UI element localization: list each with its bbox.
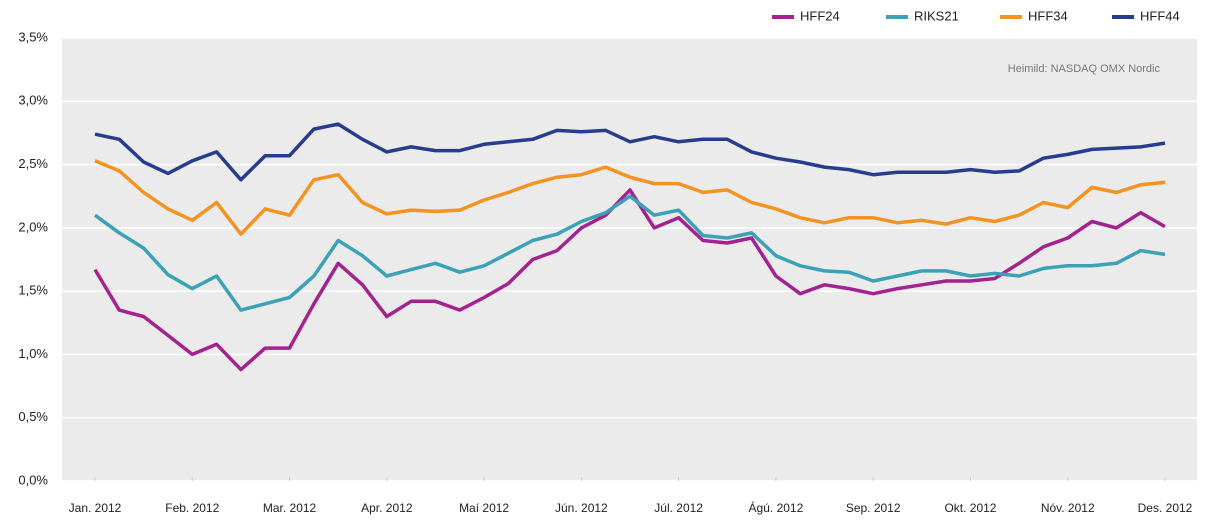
x-tick-label: Okt. 2012	[944, 501, 996, 515]
y-tick-label: 3,0%	[18, 93, 48, 108]
x-tick-label: Feb. 2012	[165, 501, 219, 515]
x-tick-label: Des. 2012	[1138, 501, 1193, 515]
x-tick-label: Nóv. 2012	[1041, 501, 1095, 515]
plot-area	[62, 38, 1197, 481]
line-series	[94, 159, 1166, 236]
legend-label: HFF44	[1140, 8, 1180, 23]
x-tick-label: Apr. 2012	[361, 501, 413, 515]
y-tick-label: 3,5%	[18, 29, 48, 44]
x-tick-label: Sep. 2012	[846, 501, 901, 515]
legend-label: RIKS21	[914, 8, 959, 23]
line-series	[93, 194, 1166, 312]
x-tick-label: Mar. 2012	[263, 501, 317, 515]
legend-label: HFF24	[800, 8, 840, 23]
legend-label: HFF34	[1028, 8, 1068, 23]
y-tick-label: 0,5%	[18, 409, 48, 424]
x-tick-label: Júl. 2012	[654, 501, 703, 515]
source-note: Heimild: NASDAQ OMX Nordic	[1008, 63, 1161, 75]
y-tick-label: 1,5%	[18, 283, 48, 298]
x-tick-label: Maí 2012	[459, 501, 509, 515]
x-tick-label: Jún. 2012	[555, 501, 608, 515]
y-tick-label: 2,0%	[18, 219, 48, 234]
line-series	[93, 188, 1166, 372]
y-tick-label: 1,0%	[18, 346, 48, 361]
line-series	[94, 122, 1166, 182]
x-tick-label: Jan. 2012	[69, 501, 122, 515]
x-tick-label: Ágú. 2012	[749, 500, 804, 515]
y-tick-label: 0,0%	[18, 472, 48, 487]
y-tick-label: 2,5%	[18, 156, 48, 171]
